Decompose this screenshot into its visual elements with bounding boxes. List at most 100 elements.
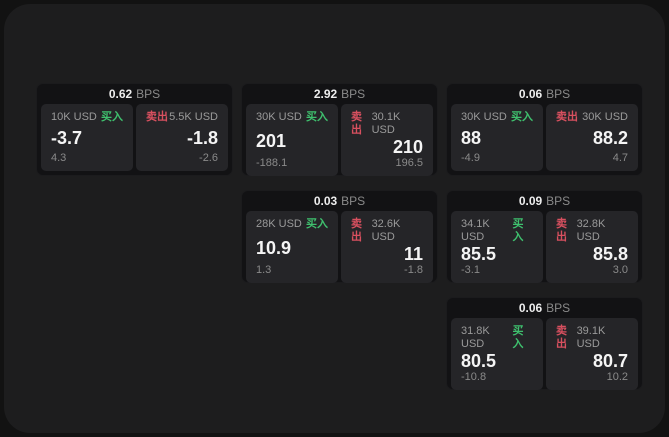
sell-label[interactable]: 卖出 xyxy=(556,325,567,350)
bid-ask-panels: 28K USD 买入 10.9 1.3 卖出 32.6K USD 11 -1.8 xyxy=(246,211,433,283)
buy-amount-label: 31.8K USD xyxy=(461,325,490,350)
bps-unit: BPS xyxy=(341,87,366,101)
quote-card: 2.92 BPS 30K USD 买入 201 -188.1 卖出 30.1K U… xyxy=(241,83,438,176)
sell-label[interactable]: 卖出 xyxy=(351,218,362,243)
sell-delta: 196.5 xyxy=(395,157,423,169)
quote-card: 0.06 BPS 30K USD 买入 88 -4.9 卖出 30K USD 88… xyxy=(446,83,643,176)
bps-value: 0.06 xyxy=(518,301,543,315)
buy-label[interactable]: 买入 xyxy=(306,218,328,230)
sell-amount-label: 5.5K USD xyxy=(169,111,218,123)
bps-value: 0.03 xyxy=(313,194,338,208)
bps-header: 2.92 BPS xyxy=(246,84,433,104)
buy-panel[interactable]: 34.1K USD 买入 85.5 -3.1 xyxy=(451,211,543,283)
bps-value: 0.62 xyxy=(108,87,133,101)
buy-panel[interactable]: 30K USD 买入 201 -188.1 xyxy=(246,104,338,176)
sell-amount-label: 30K USD xyxy=(582,111,628,123)
sell-panel[interactable]: 卖出 39.1K USD 80.7 10.2 xyxy=(546,318,638,390)
quote-card: 0.03 BPS 28K USD 买入 10.9 1.3 卖出 32.6K USD… xyxy=(241,190,438,283)
buy-amount-label: 34.1K USD xyxy=(461,218,490,243)
sell-panel[interactable]: 卖出 32.6K USD 11 -1.8 xyxy=(341,211,433,283)
sell-panel[interactable]: 卖出 5.5K USD -1.8 -2.6 xyxy=(136,104,228,171)
bid-ask-panels: 34.1K USD 买入 85.5 -3.1 卖出 32.8K USD 85.8… xyxy=(451,211,638,283)
buy-label[interactable]: 买入 xyxy=(512,218,524,243)
bps-unit: BPS xyxy=(136,87,161,101)
buy-delta: -10.8 xyxy=(461,371,487,383)
buy-delta: -188.1 xyxy=(256,157,288,169)
bps-value: 0.06 xyxy=(518,87,543,101)
bps-header: 0.09 BPS xyxy=(451,191,638,211)
sell-label[interactable]: 卖出 xyxy=(146,111,168,123)
buy-amount-label: 30K USD xyxy=(256,111,302,123)
buy-label[interactable]: 买入 xyxy=(511,111,533,123)
sell-label[interactable]: 卖出 xyxy=(351,111,362,136)
sell-label[interactable]: 卖出 xyxy=(556,111,578,123)
bps-header: 0.03 BPS xyxy=(246,191,433,211)
sell-price: -1.8 xyxy=(186,128,218,148)
buy-price: 85.5 xyxy=(461,244,497,264)
bid-ask-panels: 10K USD 买入 -3.7 4.3 卖出 5.5K USD -1.8 -2.… xyxy=(41,104,228,171)
buy-amount-label: 28K USD xyxy=(256,218,302,230)
sell-panel-top: 卖出 39.1K USD xyxy=(556,325,628,351)
sell-panel-top: 卖出 32.6K USD xyxy=(351,218,423,244)
sell-panel-top: 卖出 30K USD xyxy=(556,111,628,124)
sell-panel[interactable]: 卖出 30K USD 88.2 4.7 xyxy=(546,104,638,171)
sell-panel-top: 卖出 30.1K USD xyxy=(351,111,423,137)
bps-unit: BPS xyxy=(546,87,571,101)
buy-panel[interactable]: 31.8K USD 买入 80.5 -10.8 xyxy=(451,318,543,390)
sell-delta: 3.0 xyxy=(612,264,628,276)
sell-panel[interactable]: 卖出 30.1K USD 210 196.5 xyxy=(341,104,433,176)
sell-amount-label: 32.8K USD xyxy=(576,218,606,243)
sell-panel-top: 卖出 32.8K USD xyxy=(556,218,628,244)
buy-panel[interactable]: 30K USD 买入 88 -4.9 xyxy=(451,104,543,171)
bps-header: 0.06 BPS xyxy=(451,298,638,318)
bps-value: 0.09 xyxy=(518,194,543,208)
sell-delta: -2.6 xyxy=(199,152,218,164)
bid-ask-panels: 30K USD 买入 201 -188.1 卖出 30.1K USD 210 1… xyxy=(246,104,433,176)
sell-price: 11 xyxy=(403,244,423,264)
buy-price: 10.9 xyxy=(256,237,292,258)
buy-label[interactable]: 买入 xyxy=(306,111,328,123)
buy-label[interactable]: 买入 xyxy=(512,325,524,350)
sell-label[interactable]: 卖出 xyxy=(556,218,567,243)
bps-value: 2.92 xyxy=(313,87,338,101)
quotes-grid: 0.62 BPS 10K USD 买入 -3.7 4.3 卖出 5.5K USD … xyxy=(36,83,643,390)
buy-label[interactable]: 买入 xyxy=(101,111,123,123)
buy-price: 201 xyxy=(256,130,287,151)
buy-delta: -4.9 xyxy=(461,152,480,164)
sell-price: 210 xyxy=(392,137,423,157)
sell-amount-label: 30.1K USD xyxy=(371,111,401,136)
sell-amount-label: 39.1K USD xyxy=(576,325,606,350)
sell-price: 88.2 xyxy=(592,128,628,148)
buy-panel-top: 10K USD 买入 xyxy=(51,111,123,124)
sell-price: 85.8 xyxy=(592,244,628,264)
bid-ask-panels: 30K USD 买入 88 -4.9 卖出 30K USD 88.2 4.7 xyxy=(451,104,638,171)
sell-panel-top: 卖出 5.5K USD xyxy=(146,111,218,124)
buy-panel[interactable]: 28K USD 买入 10.9 1.3 xyxy=(246,211,338,283)
buy-price: -3.7 xyxy=(51,128,83,148)
sell-delta: 4.7 xyxy=(612,152,628,164)
quote-card: 0.62 BPS 10K USD 买入 -3.7 4.3 卖出 5.5K USD … xyxy=(36,83,233,176)
buy-panel-top: 31.8K USD 买入 xyxy=(461,325,533,351)
bps-unit: BPS xyxy=(546,194,571,208)
quote-card: 0.09 BPS 34.1K USD 买入 85.5 -3.1 卖出 32.8K … xyxy=(446,190,643,283)
buy-panel[interactable]: 10K USD 买入 -3.7 4.3 xyxy=(41,104,133,171)
sell-price: 80.7 xyxy=(592,351,628,371)
buy-panel-top: 34.1K USD 买入 xyxy=(461,218,533,244)
quote-card: 0.06 BPS 31.8K USD 买入 80.5 -10.8 卖出 39.1K… xyxy=(446,297,643,390)
buy-amount-label: 10K USD xyxy=(51,111,97,123)
sell-delta: 10.2 xyxy=(606,371,628,383)
bid-ask-panels: 31.8K USD 买入 80.5 -10.8 卖出 39.1K USD 80.… xyxy=(451,318,638,390)
bps-header: 0.06 BPS xyxy=(451,84,638,104)
buy-panel-top: 30K USD 买入 xyxy=(461,111,533,124)
buy-delta: 1.3 xyxy=(256,264,272,276)
sell-panel[interactable]: 卖出 32.8K USD 85.8 3.0 xyxy=(546,211,638,283)
sell-delta: -1.8 xyxy=(404,264,423,276)
sell-amount-label: 32.6K USD xyxy=(371,218,401,243)
buy-delta: -3.1 xyxy=(461,264,480,276)
bps-header: 0.62 BPS xyxy=(41,84,228,104)
buy-price: 80.5 xyxy=(461,351,497,371)
buy-panel-top: 30K USD 买入 xyxy=(256,111,328,124)
bps-unit: BPS xyxy=(341,194,366,208)
main-panel: 0.62 BPS 10K USD 买入 -3.7 4.3 卖出 5.5K USD … xyxy=(4,4,665,433)
